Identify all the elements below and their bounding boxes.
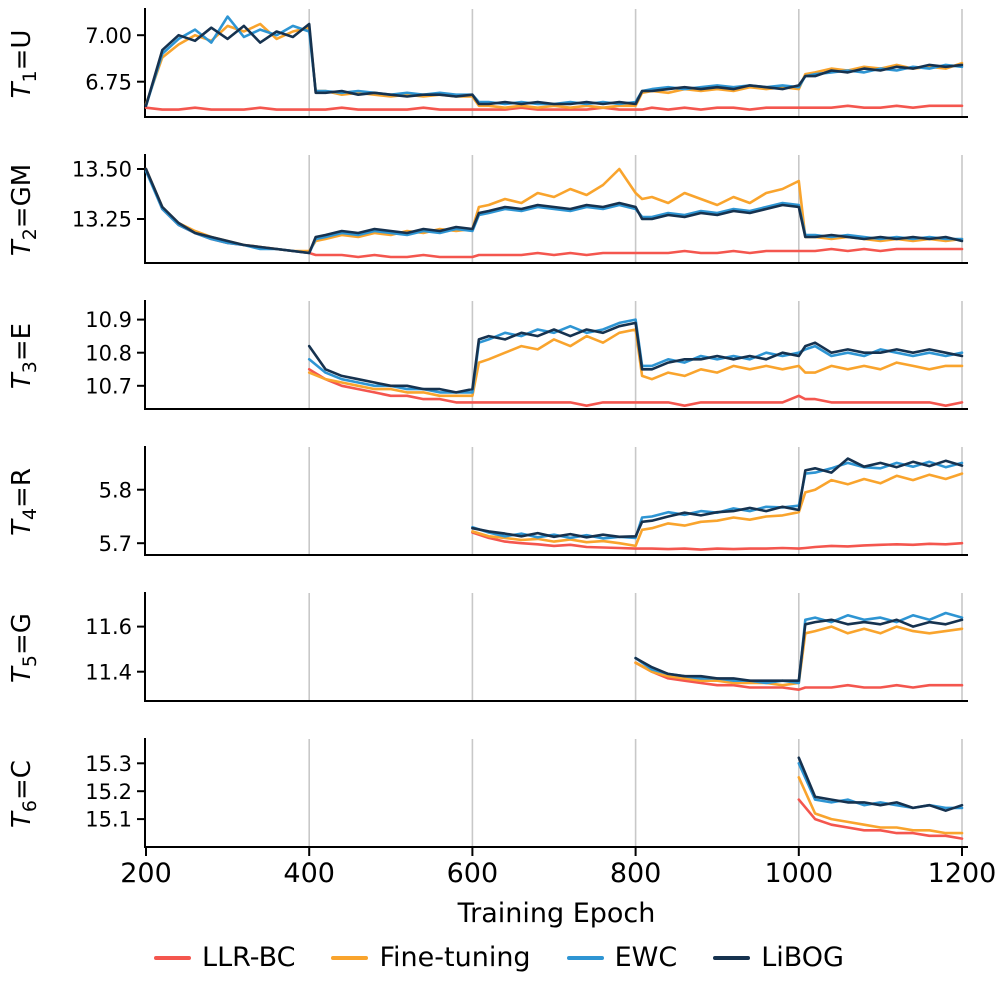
plot-area-t2: 13.25 13.50: [72, 154, 968, 264]
legend-line-swatch-llr-bc: [154, 955, 192, 960]
legend-item-fine-tuning: Fine-tuning: [331, 942, 531, 973]
y-tick-label: 10.7: [85, 374, 132, 398]
y-tick-label: 5.8: [99, 478, 132, 502]
subplot-t4: T4=R 5.7 5.8: [0, 446, 998, 558]
x-tick-label: 1000: [764, 858, 834, 889]
y-tick-label: 11.4: [85, 660, 132, 684]
legend: LLR-BC Fine-tuning EWC LiBOG: [0, 942, 998, 973]
series-line-llr-bc: [307, 368, 964, 407]
x-tick-label: 1200: [927, 858, 997, 889]
y-tick-label: 10.9: [85, 308, 132, 332]
plot-area-t5: 11.4 11.6: [85, 592, 968, 702]
series-line-llr-bc: [471, 531, 964, 551]
y-tick-label: 15.2: [85, 780, 132, 804]
series-line-fine-tuning: [471, 472, 964, 548]
y-tick-label: 7.00: [85, 24, 132, 48]
subplot-t6: T6=C 15.1 15.2 15.3: [0, 738, 998, 856]
y-tick-label: 10.8: [85, 341, 132, 365]
plot-area-t4: 5.7 5.8: [99, 446, 968, 556]
legend-item-libog: LiBOG: [713, 942, 844, 973]
series-line-libog: [634, 618, 964, 682]
series-line-libog: [144, 22, 964, 108]
x-axis-title: Training Epoch: [457, 898, 656, 929]
y-tick-label: 13.25: [72, 208, 132, 232]
series-line-llr-bc: [634, 661, 964, 691]
x-tick-labels: 200 400 600 800 1000 1200: [0, 858, 998, 890]
legend-line-swatch-ewc: [566, 955, 604, 960]
y-tick-label: 15.1: [85, 808, 132, 832]
x-tick-label: 800: [609, 858, 662, 889]
subplot-t5: T5=G 11.4 11.6: [0, 592, 998, 704]
series-line-fine-tuning: [144, 22, 964, 109]
legend-line-swatch-libog: [713, 955, 751, 960]
plot-area-t6: 15.1 15.2 15.3: [85, 738, 968, 856]
x-tick-label: 400: [283, 858, 335, 889]
series-line-libog: [797, 756, 964, 812]
plot-area-t3: 10.7 10.8 10.9: [85, 300, 968, 410]
legend-label-libog: LiBOG: [761, 942, 844, 973]
series-line-libog: [307, 321, 964, 394]
y-tick-label: 15.3: [85, 752, 132, 776]
subplot-t2: T2=GM 13.25 13.50: [0, 154, 998, 266]
legend-label-ewc: EWC: [614, 942, 678, 973]
x-tick-label: 600: [446, 858, 499, 889]
series-line-libog: [471, 457, 964, 539]
legend-item-ewc: EWC: [566, 942, 678, 973]
plot-area-t1: 6.75 7.00: [85, 8, 968, 118]
y-tick-label: 6.75: [85, 70, 132, 94]
series-line-llr-bc: [144, 167, 964, 259]
x-tick-label: 200: [120, 858, 172, 889]
y-tick-label: 11.6: [85, 615, 132, 639]
series-line-ewc: [797, 761, 964, 810]
series-line-llr-bc: [797, 798, 964, 840]
legend-item-llr-bc: LLR-BC: [154, 942, 295, 973]
series-line-libog: [144, 167, 964, 255]
series-line-fine-tuning: [797, 775, 964, 835]
y-tick-label: 13.50: [72, 158, 132, 182]
legend-label-llr-bc: LLR-BC: [202, 942, 296, 973]
subplot-t3: T3=E 10.7 10.8 10.9: [0, 300, 998, 412]
series-line-ewc: [144, 169, 964, 255]
legend-label-fine-tuning: Fine-tuning: [379, 942, 531, 973]
series-line-llr-bc: [144, 104, 964, 111]
series-line-ewc: [471, 460, 964, 540]
legend-line-swatch-fine-tuning: [331, 955, 369, 960]
y-tick-label: 5.7: [99, 532, 132, 556]
subplot-t1: T1=U 6.75 7.00: [0, 8, 998, 120]
